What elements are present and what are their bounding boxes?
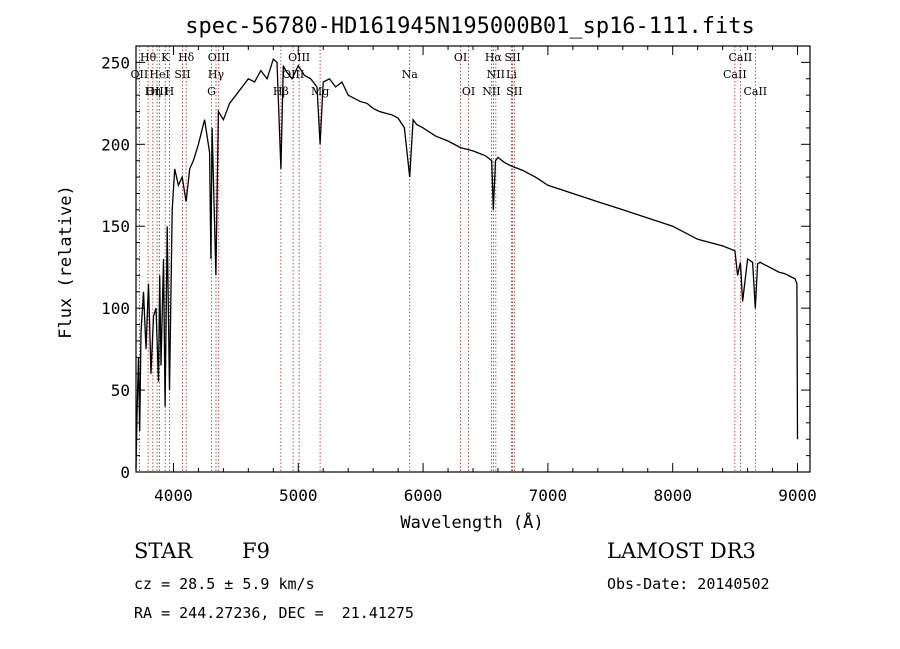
line-marker-label: NII xyxy=(487,68,505,81)
y-tick-label: 50 xyxy=(111,381,130,400)
y-tick-label: 200 xyxy=(101,135,130,154)
object-class: STAR xyxy=(134,539,193,563)
line-marker-label: SII xyxy=(504,51,520,64)
line-marker-label: Hθ xyxy=(140,51,157,64)
spectrum-line xyxy=(135,57,799,469)
line-marker-label: Hα xyxy=(485,51,503,64)
x-tick-label: 9000 xyxy=(778,486,817,505)
y-tick-label: 100 xyxy=(101,299,130,318)
line-marker-label: Mg xyxy=(311,85,329,98)
line-marker-label: OI xyxy=(454,51,467,64)
line-markers xyxy=(138,46,756,472)
x-axis-ticks: 4000 5000 6000 7000 8000 9000 xyxy=(154,46,817,505)
line-marker-label: Hδ xyxy=(178,51,195,64)
line-marker-label: K xyxy=(161,51,170,64)
x-tick-label: 7000 xyxy=(529,486,568,505)
x-axis-label: Wavelength (Å) xyxy=(400,511,543,533)
line-marker-label: OIII xyxy=(208,51,230,64)
x-tick-label: 6000 xyxy=(404,486,443,505)
y-tick-label: 250 xyxy=(101,53,130,72)
line-marker-label: OIII xyxy=(282,68,304,81)
line-marker-label: Hγ xyxy=(208,68,225,81)
line-marker-label: Li xyxy=(506,68,517,81)
line-marker-label: CaII xyxy=(743,85,767,98)
line-marker-label: CaII xyxy=(723,68,747,81)
line-marker-label: CaII xyxy=(729,51,753,64)
line-marker-label: Na xyxy=(402,68,419,81)
line-marker-label: NII xyxy=(482,85,500,98)
coordinates: RA = 244.27236, DEC = 21.41275 xyxy=(134,604,414,622)
y-axis-ticks: 0 50 100 150 200 250 xyxy=(101,45,810,482)
x-tick-label: 5000 xyxy=(279,486,318,505)
line-marker-label: H xyxy=(165,85,175,98)
x-tick-label: 4000 xyxy=(154,486,193,505)
y-axis-label: Flux (relative) xyxy=(56,185,76,339)
plot-frame xyxy=(135,45,811,473)
chart-title: spec-56780-HD161945N195000B01_sp16-111.f… xyxy=(185,14,755,39)
line-marker-label: OIII xyxy=(288,51,310,64)
line-marker-label: OIII xyxy=(146,85,168,98)
line-marker-label: Hη xyxy=(145,85,161,98)
line-marker-label: HeI xyxy=(149,68,169,81)
redshift-text: cz = 28.5 ± 5.9 km/s xyxy=(134,575,315,593)
line-marker-label: SII xyxy=(506,85,522,98)
obs-date: Obs-Date: 20140502 xyxy=(607,575,770,593)
x-tick-label: 8000 xyxy=(653,486,692,505)
y-tick-label: 0 xyxy=(120,463,130,482)
line-marker-label: OII xyxy=(131,68,149,81)
line-marker-label: SII xyxy=(174,68,190,81)
line-marker-label: Hβ xyxy=(273,85,289,98)
line-marker-label: G xyxy=(207,85,216,98)
line-marker-label: OI xyxy=(462,85,475,98)
subclass: F9 xyxy=(242,539,270,563)
y-tick-label: 150 xyxy=(101,217,130,236)
survey-name: LAMOST DR3 xyxy=(607,539,756,563)
